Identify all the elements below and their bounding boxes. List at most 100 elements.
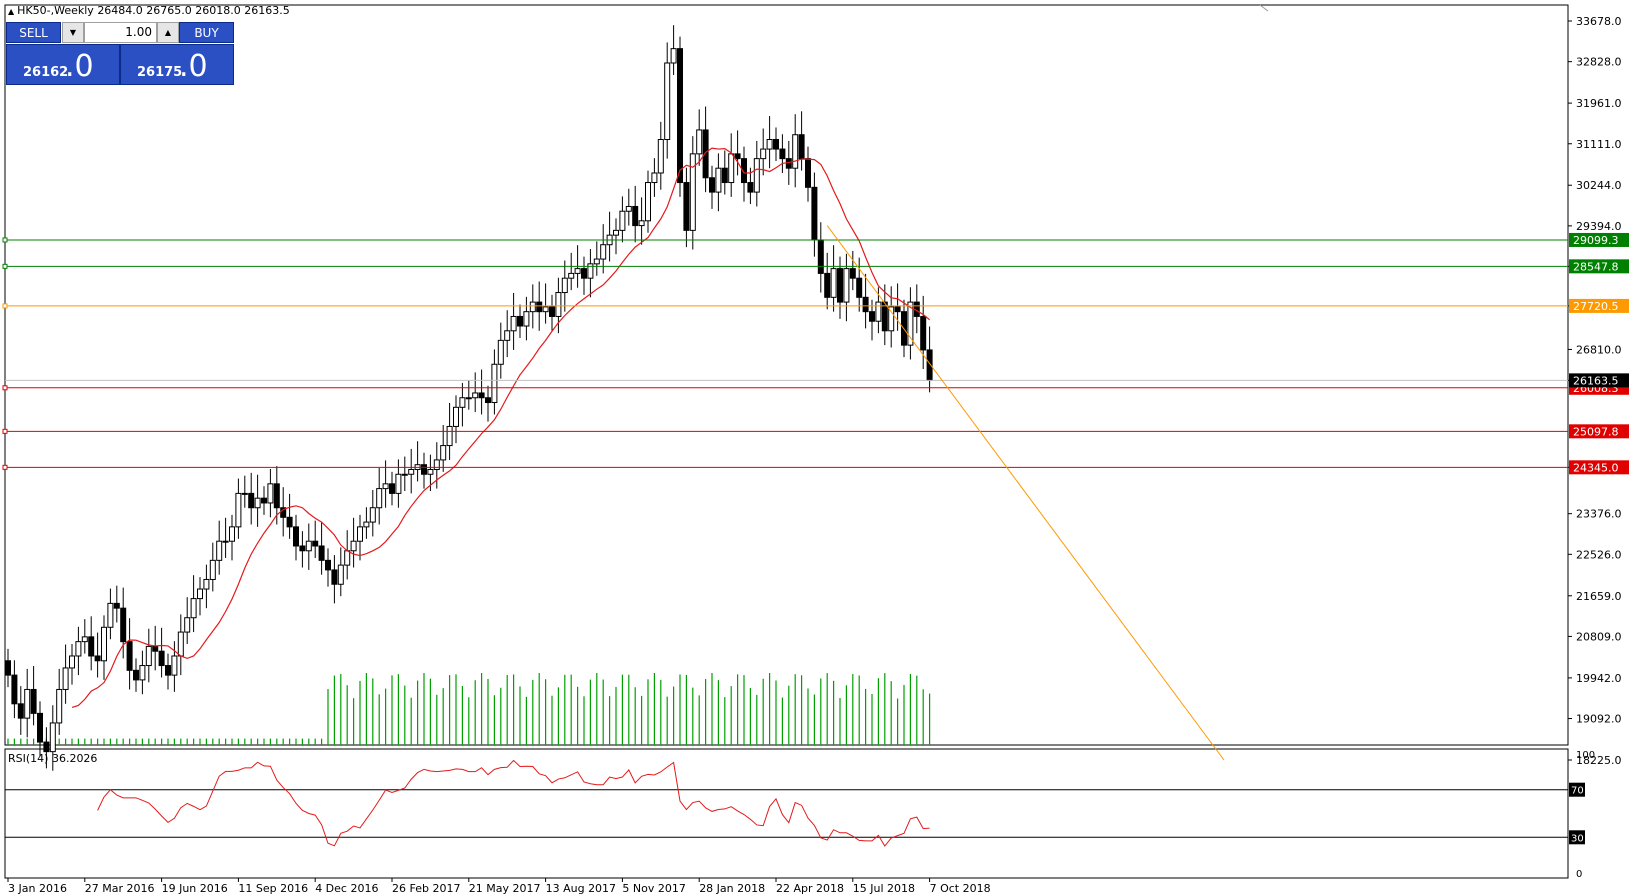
candle-body <box>664 62 671 141</box>
x-tick-label: 15 Jul 2018 <box>853 882 915 895</box>
level-tag-label: 29099.3 <box>1573 234 1619 247</box>
last-price-tag-label: 26163.5 <box>1573 374 1619 387</box>
pane-marker <box>1259 4 1269 12</box>
candle-body <box>491 363 498 404</box>
candle-body <box>43 741 50 753</box>
candle-body <box>241 492 248 495</box>
candle-body <box>427 468 434 475</box>
candle-body <box>273 483 280 509</box>
candle-body <box>325 559 331 571</box>
candle-body <box>696 129 703 155</box>
candle-body <box>94 655 101 662</box>
candle-body <box>709 177 715 193</box>
candle-body <box>920 315 927 351</box>
buy-price-box[interactable]: 26175 .0 <box>120 44 234 85</box>
lot-decrease-button[interactable]: ▼ <box>62 22 84 43</box>
collapse-arrow-icon[interactable]: ▲ <box>8 7 15 16</box>
ohlc-label: 26484.0 26765.0 26018.0 26163.5 <box>97 4 290 17</box>
candle-body <box>645 182 651 222</box>
candle-body <box>523 311 530 327</box>
candle-body <box>907 301 914 346</box>
candle-body <box>587 263 594 279</box>
candle-body <box>888 306 895 332</box>
candle-body <box>344 550 351 566</box>
y-tick-label: 19942.0 <box>1576 672 1622 685</box>
candle-body <box>158 650 165 667</box>
level-tag-label: 25097.8 <box>1573 425 1619 438</box>
candle-body <box>190 598 197 619</box>
buy-price-main: 26175 <box>137 65 183 80</box>
sell-button[interactable]: SELL <box>6 22 61 43</box>
candle-body <box>248 492 255 509</box>
candle-body <box>670 48 677 64</box>
rsi-level-tag: 70 <box>1571 786 1584 797</box>
level-anchor <box>2 237 8 243</box>
candle-body <box>318 545 325 561</box>
y-tick-label: 29394.0 <box>1576 220 1622 233</box>
candle-body <box>254 497 261 509</box>
rsi-tick-label: 0 <box>1576 869 1582 880</box>
candle-body <box>677 48 683 184</box>
candle-body <box>881 301 888 332</box>
candle-body <box>785 158 792 169</box>
candle-body <box>856 277 863 298</box>
candle-body <box>139 665 146 681</box>
level-tag-label: 27720.5 <box>1573 300 1619 313</box>
candle-body <box>305 540 312 552</box>
candle-body <box>792 134 799 169</box>
candle-body <box>510 315 517 332</box>
moving-average-line <box>71 147 930 708</box>
candle-body <box>62 667 69 690</box>
candle-body <box>171 655 178 676</box>
candle-body <box>376 488 383 509</box>
y-tick-label: 23376.0 <box>1576 508 1622 521</box>
level-tag-bg <box>1569 424 1629 439</box>
level-tag-label: 28547.8 <box>1573 260 1619 273</box>
candle-body <box>401 473 408 476</box>
candle-body <box>766 139 773 150</box>
candle-body <box>657 139 664 174</box>
candle-body <box>849 268 856 279</box>
candle-body <box>24 688 31 719</box>
y-tick-label: 32828.0 <box>1576 56 1622 69</box>
candle-body <box>286 516 293 528</box>
candle-body <box>75 641 82 657</box>
level-tag-bg <box>1569 259 1629 274</box>
rsi-line <box>97 759 930 847</box>
level-anchor <box>2 385 8 391</box>
lot-increase-button[interactable]: ▲ <box>157 22 179 43</box>
level-tag-bg <box>1569 232 1629 247</box>
candle-body <box>222 540 229 543</box>
candle-body <box>369 507 376 523</box>
candle-body <box>561 277 568 294</box>
candle-body <box>632 205 639 227</box>
candle-body <box>542 306 549 313</box>
lot-size-input[interactable]: 1.00 <box>84 22 157 43</box>
rsi-level-tag-bg <box>1569 830 1585 845</box>
x-tick-label: 11 Sep 2016 <box>238 882 308 895</box>
candle-body <box>638 220 645 227</box>
candle-body <box>453 406 459 427</box>
candle-body <box>69 655 75 669</box>
candle-body <box>126 641 133 671</box>
candle-body <box>395 473 402 494</box>
rsi-pane-frame <box>4 748 1569 879</box>
candle-body <box>101 626 107 662</box>
candle-body <box>773 139 779 150</box>
y-tick-label: 31961.0 <box>1576 97 1622 110</box>
y-tick-label: 21659.0 <box>1576 590 1622 603</box>
candle-body <box>152 645 159 652</box>
sell-price-box[interactable]: 26162 .0 <box>6 44 120 85</box>
candle-body <box>459 397 466 408</box>
candle-body <box>331 569 338 585</box>
candle-body <box>280 507 287 518</box>
candle-body <box>798 134 805 160</box>
x-tick-label: 22 Apr 2018 <box>776 882 844 895</box>
candle-body <box>37 712 43 743</box>
x-tick-label: 27 Mar 2016 <box>85 882 155 895</box>
buy-button[interactable]: BUY <box>179 22 234 43</box>
candle-body <box>574 268 581 274</box>
candle-body <box>721 167 728 184</box>
candle-body <box>197 588 203 600</box>
rsi-level-tag: 30 <box>1571 833 1584 844</box>
